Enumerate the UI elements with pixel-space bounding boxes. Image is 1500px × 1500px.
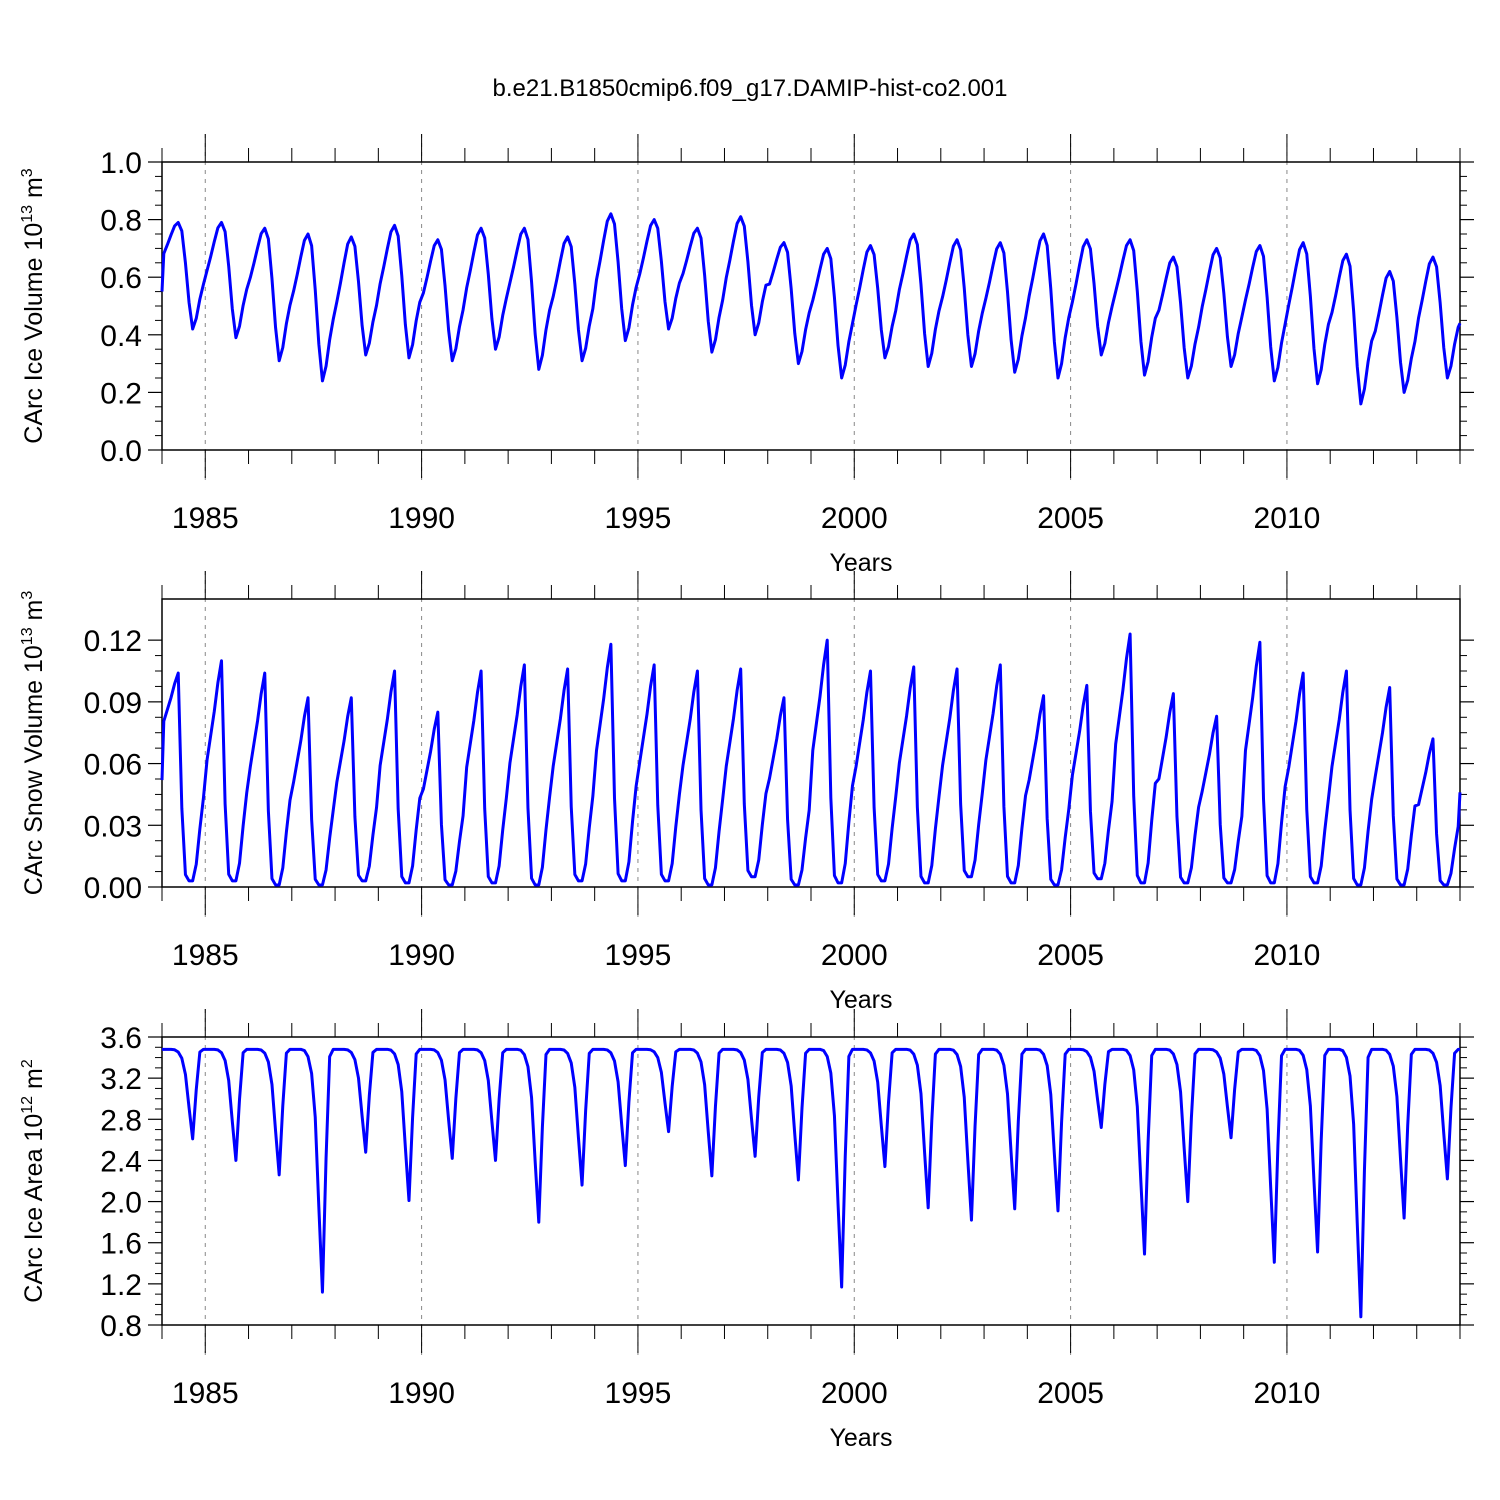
x-tick-label: 2010 <box>1254 502 1321 535</box>
x-tick-label: 1990 <box>388 939 455 972</box>
y-tick-label: 2.8 <box>100 1104 142 1137</box>
x-tick-label: 1985 <box>172 502 239 535</box>
y-tick-label: 0.8 <box>100 205 142 238</box>
x-tick-label: 1990 <box>388 1377 455 1410</box>
y-tick-label: 1.0 <box>100 147 142 180</box>
y-tick-label: 0.06 <box>84 749 142 782</box>
y-axis-label: CArc Ice Area 1012 m2 <box>19 1059 48 1303</box>
y-tick-label: 0.03 <box>84 810 142 843</box>
x-axis-label: Years <box>829 1424 892 1452</box>
x-tick-label: 2000 <box>821 939 888 972</box>
series-line-snow_volume <box>160 632 1462 887</box>
x-tick-label: 1985 <box>172 939 239 972</box>
x-tick-label: 2000 <box>821 1377 888 1410</box>
y-tick-label: 0.6 <box>100 262 142 295</box>
y-tick-label: 0.4 <box>100 320 142 353</box>
y-tick-label: 0.8 <box>100 1310 142 1343</box>
x-tick-label: 1995 <box>605 939 672 972</box>
panel-ice-volume: 0.0 0.2 0.4 0.6 0.8 1.0 1985 1990 1995 2000 2005 20… <box>19 134 1474 577</box>
y-tick-label: 0.12 <box>84 625 142 658</box>
y-tick-label: 1.6 <box>100 1228 142 1261</box>
x-tick-label: 2005 <box>1037 939 1104 972</box>
y-tick-label: 0.2 <box>100 377 142 410</box>
series-line-ice_area <box>162 1047 1460 1319</box>
panel-snow-volume: 0.00 0.03 0.06 0.09 0.12 1985 1990 1995 2000 2005… <box>19 571 1474 1014</box>
x-tick-label: 1990 <box>388 502 455 535</box>
x-axis-label: Years <box>829 986 892 1014</box>
x-tick-label: 1995 <box>605 502 672 535</box>
y-tick-label: 0.09 <box>84 687 142 720</box>
x-axis-label: Years <box>829 549 892 577</box>
series-line-ice_volume <box>160 212 1462 406</box>
y-tick-label: 3.2 <box>100 1063 142 1096</box>
y-axis-label: CArc Snow Volume 1013 m3 <box>19 591 48 896</box>
x-tick-label: 1985 <box>172 1377 239 1410</box>
y-tick-label: 0.00 <box>84 872 142 905</box>
y-tick-label: 3.6 <box>100 1022 142 1055</box>
x-tick-label: 2005 <box>1037 1377 1104 1410</box>
x-tick-label: 1995 <box>605 1377 672 1410</box>
y-tick-label: 2.0 <box>100 1187 142 1220</box>
panel-ice-area: 0.8 1.2 1.6 2.0 2.4 2.8 3.2 3.6 1985 1990 1995 2000… <box>19 1009 1474 1452</box>
x-tick-label: 2010 <box>1254 1377 1321 1410</box>
x-tick-label: 2010 <box>1254 939 1321 972</box>
y-tick-label: 0.0 <box>100 435 142 468</box>
y-axis-label: CArc Ice Volume 1013 m3 <box>19 168 48 444</box>
x-tick-label: 2000 <box>821 502 888 535</box>
y-tick-label: 1.2 <box>100 1269 142 1302</box>
x-tick-label: 2005 <box>1037 502 1104 535</box>
figure-title: b.e21.B1850cmip6.f09_g17.DAMIP-hist-co2.… <box>493 75 1008 102</box>
y-tick-label: 2.4 <box>100 1145 142 1178</box>
